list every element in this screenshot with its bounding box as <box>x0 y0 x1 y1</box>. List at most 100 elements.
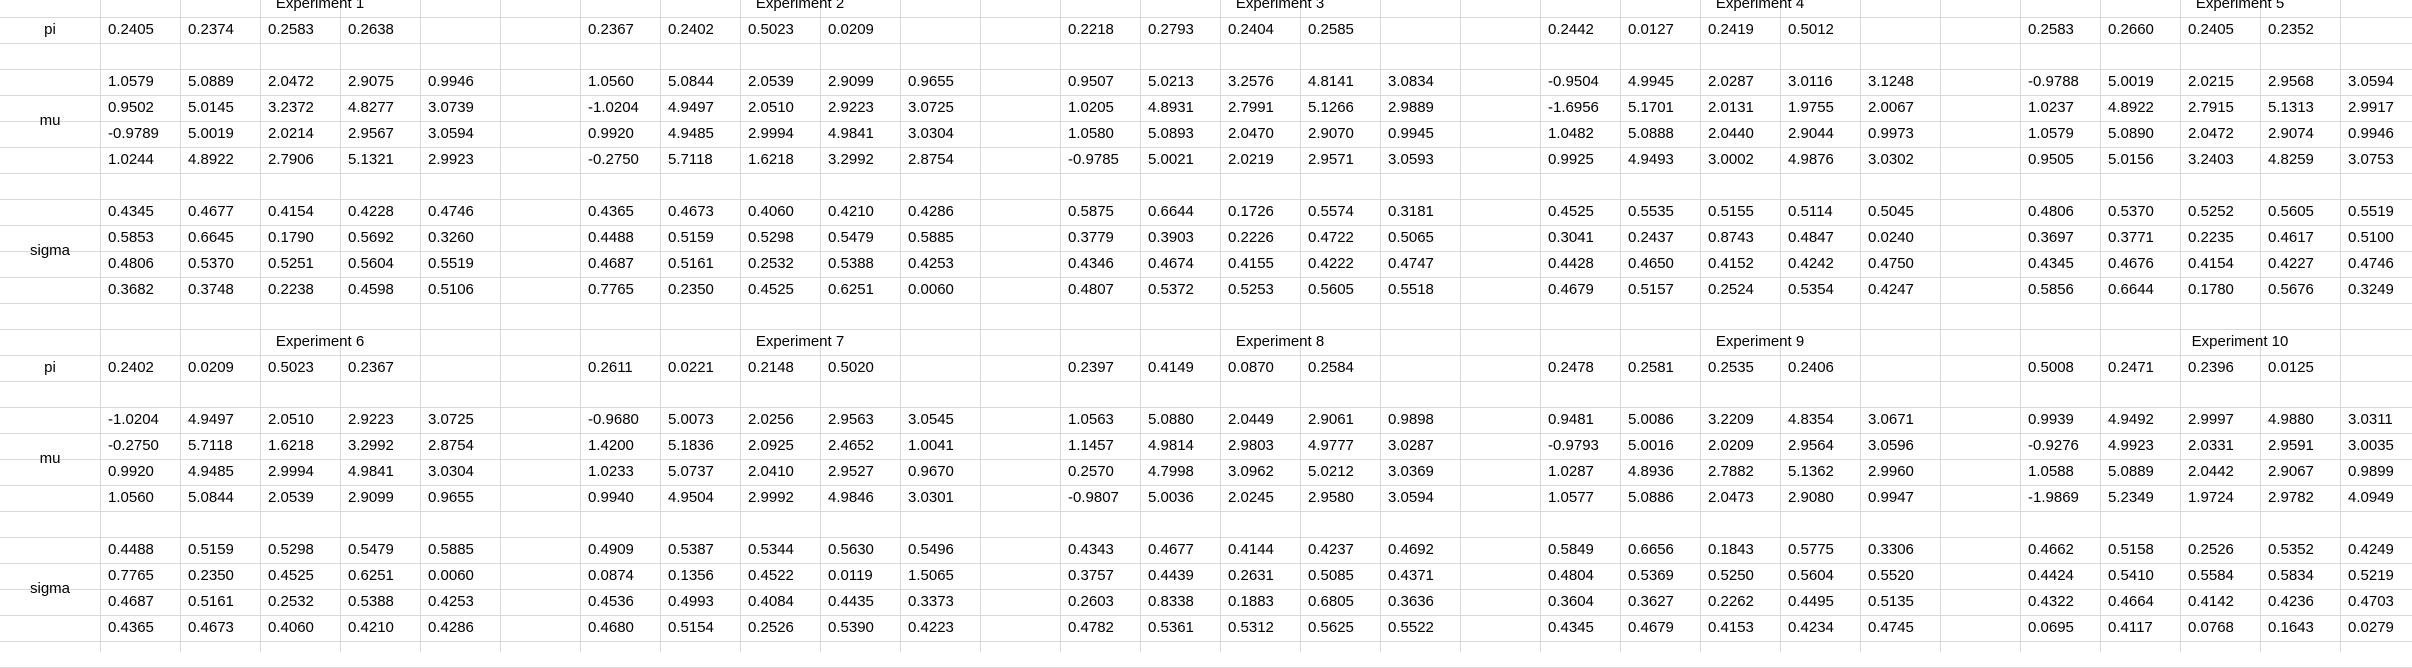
mu-cell[interactable]: 3.0369 <box>1388 463 1434 480</box>
sigma-cell[interactable]: 0.5219 <box>2348 567 2394 584</box>
mu-cell[interactable]: 3.0304 <box>908 125 954 142</box>
pi-cell[interactable]: 0.2367 <box>588 21 634 38</box>
mu-cell[interactable]: 4.7998 <box>1148 463 1194 480</box>
sigma-cell[interactable]: 0.0874 <box>588 567 634 584</box>
mu-cell[interactable]: 2.9067 <box>2268 463 2314 480</box>
mu-cell[interactable]: 3.0302 <box>1868 151 1914 168</box>
mu-cell[interactable]: 5.0737 <box>668 463 714 480</box>
mu-cell[interactable]: 3.0596 <box>1868 437 1914 454</box>
mu-cell[interactable]: 3.0594 <box>428 125 474 142</box>
mu-cell[interactable]: 0.9947 <box>1868 489 1914 506</box>
sigma-cell[interactable]: 0.5479 <box>828 229 874 246</box>
mu-cell[interactable]: 5.0888 <box>1628 125 1674 142</box>
pi-cell[interactable]: 0.2442 <box>1548 21 1594 38</box>
mu-cell[interactable]: 1.0233 <box>588 463 634 480</box>
mu-cell[interactable]: -0.2750 <box>588 151 639 168</box>
sigma-cell[interactable]: 0.1883 <box>1228 593 1274 610</box>
sigma-cell[interactable]: 0.4677 <box>1148 541 1194 558</box>
pi-cell[interactable]: 0.2396 <box>2188 359 2234 376</box>
pi-cell[interactable]: 0.2404 <box>1228 21 1274 38</box>
mu-cell[interactable]: 4.9492 <box>2108 411 2154 428</box>
sigma-cell[interactable]: 0.4345 <box>2028 255 2074 272</box>
sigma-cell[interactable]: 0.5158 <box>2108 541 2154 558</box>
mu-cell[interactable]: 3.0739 <box>428 99 474 116</box>
sigma-cell[interactable]: 0.4750 <box>1868 255 1914 272</box>
sigma-cell[interactable]: 0.5875 <box>1068 203 1114 220</box>
sigma-cell[interactable]: 0.4806 <box>108 255 154 272</box>
sigma-cell[interactable]: 0.4253 <box>908 255 954 272</box>
sigma-cell[interactable]: 0.5853 <box>108 229 154 246</box>
mu-cell[interactable]: 3.2576 <box>1228 73 1274 90</box>
mu-cell[interactable]: 1.9724 <box>2188 489 2234 506</box>
sigma-cell[interactable]: 0.1643 <box>2268 619 2314 636</box>
sigma-cell[interactable]: 0.5605 <box>2268 203 2314 220</box>
mu-cell[interactable]: 5.1313 <box>2268 99 2314 116</box>
mu-cell[interactable]: 0.2570 <box>1068 463 1114 480</box>
mu-cell[interactable]: 2.0510 <box>748 99 794 116</box>
sigma-cell[interactable]: 0.4210 <box>828 203 874 220</box>
mu-cell[interactable]: 5.1836 <box>668 437 714 454</box>
mu-cell[interactable]: 0.9973 <box>1868 125 1914 142</box>
sigma-cell[interactable]: 0.2526 <box>748 619 794 636</box>
pi-cell[interactable]: 0.2397 <box>1068 359 1114 376</box>
mu-cell[interactable]: 5.2349 <box>2108 489 2154 506</box>
mu-cell[interactable]: 2.9564 <box>1788 437 1834 454</box>
mu-cell[interactable]: 2.0209 <box>1708 437 1754 454</box>
sigma-cell[interactable]: 0.2235 <box>2188 229 2234 246</box>
mu-cell[interactable]: 2.9994 <box>268 463 314 480</box>
mu-cell[interactable]: 2.7915 <box>2188 99 2234 116</box>
sigma-cell[interactable]: 0.4687 <box>108 593 154 610</box>
mu-cell[interactable]: 1.9755 <box>1788 99 1834 116</box>
sigma-cell[interactable]: 0.5157 <box>1628 281 1674 298</box>
mu-cell[interactable]: 3.0311 <box>2348 411 2393 428</box>
mu-cell[interactable]: 0.9655 <box>908 73 954 90</box>
mu-cell[interactable]: 2.9044 <box>1788 125 1834 142</box>
pi-cell[interactable]: 0.2367 <box>348 359 394 376</box>
sigma-cell[interactable]: 0.2631 <box>1228 567 1274 584</box>
mu-cell[interactable]: 2.0410 <box>748 463 794 480</box>
sigma-cell[interactable]: 0.3903 <box>1148 229 1194 246</box>
sigma-cell[interactable]: 0.5496 <box>908 541 954 558</box>
sigma-cell[interactable]: 0.4117 <box>2108 619 2153 636</box>
sigma-cell[interactable]: 0.5584 <box>2188 567 2234 584</box>
mu-cell[interactable]: 2.9803 <box>1228 437 1274 454</box>
mu-cell[interactable]: 3.0834 <box>1388 73 1434 90</box>
mu-cell[interactable]: 2.0245 <box>1228 489 1274 506</box>
sigma-cell[interactable]: 0.4154 <box>2188 255 2234 272</box>
mu-cell[interactable]: 0.9898 <box>1388 411 1434 428</box>
sigma-cell[interactable]: 0.1790 <box>268 229 314 246</box>
mu-cell[interactable]: 2.9997 <box>2188 411 2234 428</box>
sigma-cell[interactable]: 0.5370 <box>2108 203 2154 220</box>
sigma-cell[interactable]: 0.4673 <box>668 203 714 220</box>
mu-cell[interactable]: 2.0539 <box>268 489 314 506</box>
sigma-cell[interactable]: 0.7765 <box>588 281 634 298</box>
mu-cell[interactable]: 3.0545 <box>908 411 954 428</box>
pi-cell[interactable]: 0.0209 <box>188 359 234 376</box>
sigma-cell[interactable]: 0.6251 <box>828 281 874 298</box>
pi-cell[interactable]: 0.2583 <box>2028 21 2074 38</box>
sigma-cell[interactable]: 0.5253 <box>1228 281 1274 298</box>
mu-cell[interactable]: 2.9061 <box>1308 411 1354 428</box>
mu-cell[interactable]: 2.8754 <box>908 151 954 168</box>
mu-cell[interactable]: 4.9841 <box>828 125 874 142</box>
sigma-cell[interactable]: 0.5479 <box>348 541 394 558</box>
mu-cell[interactable]: 2.9527 <box>828 463 874 480</box>
mu-cell[interactable]: 3.0753 <box>2348 151 2394 168</box>
sigma-cell[interactable]: 0.0768 <box>2188 619 2234 636</box>
mu-cell[interactable]: 5.0145 <box>188 99 234 116</box>
sigma-cell[interactable]: 0.5370 <box>188 255 234 272</box>
mu-cell[interactable]: -0.9789 <box>108 125 159 142</box>
mu-cell[interactable]: 2.0219 <box>1228 151 1274 168</box>
sigma-cell[interactable]: 0.5625 <box>1308 619 1354 636</box>
sigma-cell[interactable]: 0.5388 <box>348 593 394 610</box>
mu-cell[interactable]: 2.9567 <box>348 125 394 142</box>
mu-cell[interactable]: 0.9920 <box>588 125 634 142</box>
mu-cell[interactable]: 3.0594 <box>2348 73 2394 90</box>
mu-cell[interactable]: 2.9917 <box>2348 99 2394 116</box>
sigma-cell[interactable]: 0.6644 <box>2108 281 2154 298</box>
mu-cell[interactable]: 3.0725 <box>908 99 954 116</box>
sigma-cell[interactable]: 0.8743 <box>1708 229 1754 246</box>
mu-cell[interactable]: 3.0301 <box>908 489 954 506</box>
sigma-cell[interactable]: 0.5161 <box>668 255 714 272</box>
sigma-cell[interactable]: 0.4142 <box>2188 593 2234 610</box>
